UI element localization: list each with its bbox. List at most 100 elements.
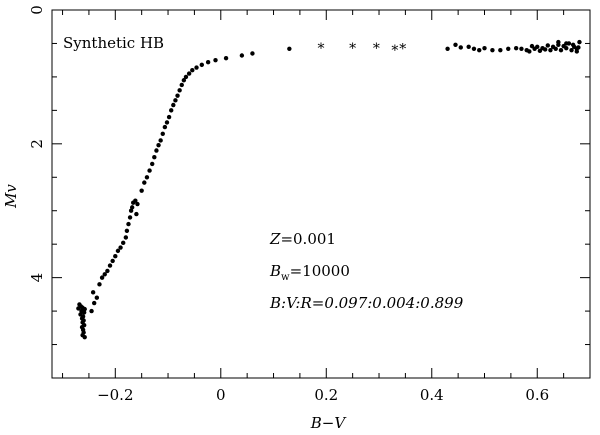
inset-label: Synthetic HB bbox=[63, 34, 164, 52]
data-point bbox=[107, 263, 113, 268]
data-point bbox=[205, 59, 211, 65]
data-point bbox=[154, 148, 159, 153]
data-point bbox=[179, 82, 184, 88]
data-point bbox=[94, 295, 100, 300]
data-point bbox=[156, 142, 161, 148]
x-axis-label: B−V bbox=[310, 414, 348, 432]
data-point bbox=[113, 254, 118, 259]
data-point bbox=[110, 258, 115, 264]
asterisk-point: * bbox=[391, 43, 398, 59]
data-point bbox=[127, 215, 133, 220]
data-point bbox=[181, 78, 187, 83]
data-point bbox=[135, 201, 140, 207]
data-point bbox=[133, 198, 138, 203]
asterisk-point: * bbox=[399, 41, 406, 57]
x-tick-label: 0.6 bbox=[525, 386, 549, 404]
data-point bbox=[250, 51, 255, 56]
data-point bbox=[169, 108, 174, 113]
annotation-bw: Bw=10000 bbox=[269, 262, 350, 283]
x-tick-label: 0.2 bbox=[314, 386, 338, 404]
data-point bbox=[564, 45, 569, 51]
data-point bbox=[239, 53, 245, 58]
data-point bbox=[482, 45, 487, 51]
data-point bbox=[194, 65, 199, 70]
data-point bbox=[548, 47, 553, 53]
data-point bbox=[453, 42, 458, 47]
data-point bbox=[90, 290, 96, 295]
axis-ticks bbox=[52, 9, 591, 379]
data-point bbox=[466, 44, 471, 49]
data-point bbox=[97, 282, 102, 287]
data-point bbox=[164, 120, 170, 125]
asterisk-point: * bbox=[373, 41, 380, 57]
data-point bbox=[556, 39, 561, 45]
data-point bbox=[498, 47, 503, 53]
data-point bbox=[147, 168, 152, 173]
data-point bbox=[445, 46, 450, 52]
data-point bbox=[173, 98, 178, 103]
data-point bbox=[576, 45, 581, 50]
data-point bbox=[105, 268, 110, 274]
data-point bbox=[506, 46, 511, 52]
data-point bbox=[577, 39, 582, 45]
data-point bbox=[213, 57, 218, 63]
data-point bbox=[529, 43, 535, 49]
data-point bbox=[134, 211, 139, 217]
data-point bbox=[139, 188, 144, 193]
data-point bbox=[99, 275, 105, 280]
data-point bbox=[82, 334, 87, 340]
data-point bbox=[545, 43, 551, 48]
data-point bbox=[532, 46, 537, 52]
data-point bbox=[564, 41, 569, 46]
data-point bbox=[574, 49, 580, 54]
data-point bbox=[160, 131, 165, 136]
data-point bbox=[144, 175, 150, 180]
data-point bbox=[162, 124, 168, 130]
data-point bbox=[102, 272, 107, 277]
annotation-z: Z=0.001 bbox=[269, 230, 336, 248]
y-tick-label: 4 bbox=[28, 273, 46, 283]
data-point bbox=[89, 308, 94, 314]
data-point bbox=[537, 48, 543, 54]
data-point bbox=[81, 310, 87, 315]
data-point bbox=[287, 46, 292, 52]
data-point bbox=[519, 46, 524, 52]
data-point bbox=[126, 221, 131, 227]
data-point bbox=[82, 306, 87, 312]
data-point bbox=[142, 180, 147, 185]
data-point bbox=[158, 138, 163, 143]
data-point bbox=[150, 161, 155, 167]
data-point bbox=[542, 47, 548, 52]
y-tick-label: 2 bbox=[28, 139, 46, 149]
data-point bbox=[77, 302, 82, 307]
data-point bbox=[513, 45, 519, 51]
data-point bbox=[152, 155, 157, 160]
y-axis-label: Mv bbox=[2, 184, 20, 209]
data-point bbox=[199, 62, 204, 68]
tick-labels: −0.2 0 0.2 0.4 0.6 0 2 4 bbox=[28, 5, 549, 404]
data-point bbox=[570, 42, 576, 47]
asterisk-point: * bbox=[318, 41, 325, 57]
data-point bbox=[76, 306, 81, 311]
annotation-ratio: B:V:R=0.097:0.004:0.899 bbox=[269, 294, 464, 312]
data-point bbox=[166, 114, 172, 120]
data-point bbox=[124, 228, 130, 233]
data-points: * * * * * bbox=[76, 39, 582, 340]
data-point bbox=[458, 45, 463, 50]
data-point bbox=[471, 46, 477, 52]
data-point bbox=[171, 102, 176, 108]
data-point bbox=[115, 248, 121, 254]
data-point bbox=[118, 245, 123, 250]
x-tick-label: 0.4 bbox=[420, 386, 444, 404]
data-point bbox=[558, 47, 564, 53]
data-point bbox=[527, 49, 532, 54]
plot-frame bbox=[51, 9, 591, 379]
asterisk-point: * bbox=[349, 41, 356, 57]
data-point bbox=[553, 46, 558, 52]
data-point bbox=[123, 235, 129, 240]
data-point bbox=[129, 205, 135, 210]
x-tick-label: 0 bbox=[216, 386, 226, 404]
data-point bbox=[490, 47, 495, 53]
data-point bbox=[175, 93, 180, 98]
